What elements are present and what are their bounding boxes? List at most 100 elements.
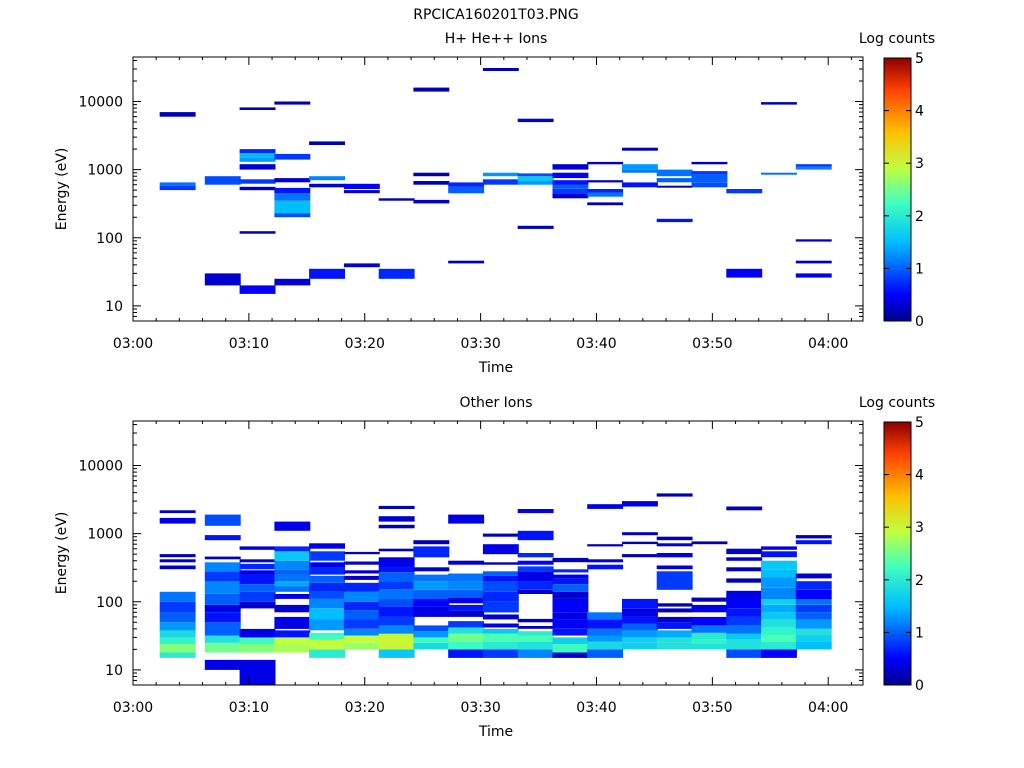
heatmap-cell — [552, 584, 589, 592]
heatmap-cell — [309, 183, 345, 188]
heatmap-cell — [517, 618, 554, 623]
x-tick-label: 03:10 — [229, 700, 269, 716]
heatmap-cell — [726, 189, 763, 194]
heatmap-cell — [482, 581, 519, 592]
heatmap-cell — [448, 589, 485, 598]
heatmap-cell — [378, 625, 415, 634]
heatmap-cell — [204, 571, 241, 582]
heatmap-cell — [656, 642, 693, 650]
heatmap-cell — [587, 564, 624, 570]
heatmap-cell — [274, 153, 311, 160]
heatmap-cell — [378, 581, 415, 590]
heatmap-cell — [795, 164, 832, 167]
heatmap-cell — [761, 604, 797, 613]
heatmap-cell — [239, 570, 276, 575]
heatmap-cell — [343, 551, 380, 555]
heatmap-cell — [587, 635, 624, 642]
heatmap-cell — [552, 652, 589, 658]
heatmap-cell — [761, 587, 797, 599]
plot-area: 03:00 03:10 03:20 03:30 03:40 03:50 04:00 10 100… — [78, 420, 864, 716]
heatmap-cell — [239, 285, 276, 294]
heatmap-cell — [343, 619, 380, 629]
heatmap-cell — [274, 569, 311, 575]
heatmap-cell — [622, 598, 658, 609]
heatmap-cell — [552, 628, 589, 636]
heatmap-cell — [274, 178, 311, 183]
heatmap-cell — [204, 604, 241, 613]
heatmap-cell — [448, 186, 485, 194]
heatmap-cell — [413, 625, 450, 632]
plot-frame — [132, 56, 864, 322]
heatmap-cell — [726, 598, 763, 609]
heatmap-cell — [726, 625, 763, 634]
heatmap-cell — [448, 641, 485, 650]
heatmap-cell — [622, 147, 658, 151]
heatmap-cell — [517, 571, 554, 582]
heatmap-cell — [726, 548, 763, 555]
heatmap-cell — [413, 172, 450, 177]
x-tick-label: 03:00 — [113, 336, 153, 352]
heatmap-cell — [413, 181, 450, 185]
heatmap-cell — [274, 200, 311, 214]
heatmap-cell — [795, 581, 832, 590]
x-tick-label: 03:00 — [113, 700, 153, 716]
heatmap-cell — [274, 644, 311, 653]
heatmap-cell — [239, 153, 276, 158]
heatmap-cell — [622, 164, 658, 170]
colorbar-tick-label: 5 — [915, 51, 924, 67]
heatmap-cell — [343, 642, 380, 650]
heatmap-cell — [482, 544, 519, 555]
heatmap-cell — [309, 268, 345, 279]
heatmap-cell — [159, 630, 196, 638]
heatmap-cell — [517, 560, 554, 565]
colorbar: 0 1 2 3 4 5 — [883, 51, 924, 330]
heatmap-cell — [274, 594, 311, 599]
heatmap-cell — [795, 612, 832, 620]
heatmap-cell — [413, 581, 450, 590]
heatmap-cell — [204, 635, 241, 643]
heatmap-cell — [761, 577, 797, 588]
colorbar-tick-label: 5 — [915, 415, 924, 431]
heatmap-cell — [482, 614, 519, 620]
heatmap-cell — [517, 641, 554, 650]
panel-h-he-ions: H+ He++ Ions Log counts 03:00 03:10 03:20 0… — [54, 31, 935, 376]
heatmap-cell — [274, 278, 311, 286]
heatmap-cell — [239, 584, 276, 592]
colorbar-tick-label: 4 — [915, 468, 924, 484]
heatmap-cell — [552, 598, 589, 613]
heatmap-cell — [274, 616, 311, 629]
colorbar-tick-label: 0 — [915, 314, 924, 330]
heatmap-cell — [274, 586, 311, 592]
heatmap-cell — [159, 559, 196, 563]
heatmap-cell — [239, 637, 276, 644]
heatmap-cell — [552, 189, 589, 194]
heatmap-cell — [378, 198, 415, 201]
heatmap-cell — [726, 557, 763, 561]
heatmap-cell — [204, 562, 241, 572]
heatmap-cell — [622, 623, 658, 631]
heatmap-cell — [795, 166, 832, 170]
heatmap-cell — [517, 176, 554, 181]
heatmap-cell — [413, 631, 450, 638]
heatmap-cell — [482, 68, 519, 71]
heatmap-cell — [517, 635, 554, 642]
heatmap-cell — [622, 182, 658, 188]
heatmap-cell — [726, 567, 763, 572]
heatmap-cell — [448, 260, 485, 264]
heatmap-cell — [552, 637, 589, 644]
heatmap-cell — [482, 623, 519, 628]
heatmap-cell — [517, 173, 554, 177]
heatmap-cell — [552, 591, 589, 599]
heatmap-cell — [413, 199, 450, 204]
heatmap-cell — [726, 616, 763, 626]
heatmap-cell — [795, 573, 832, 579]
heatmap-cell — [795, 589, 832, 599]
heatmap-cell — [343, 561, 380, 565]
heatmap-cell — [482, 641, 519, 650]
figure-title: RPCICA160201T03.PNG — [413, 7, 578, 23]
plot-area: 03:00 03:10 03:20 03:30 03:40 03:50 04:00 10 100… — [78, 56, 864, 352]
heatmap-cell — [159, 185, 196, 191]
heatmap-cell — [691, 639, 728, 644]
heatmap-cell — [274, 574, 311, 582]
panel-title: H+ He++ Ions — [445, 31, 548, 47]
